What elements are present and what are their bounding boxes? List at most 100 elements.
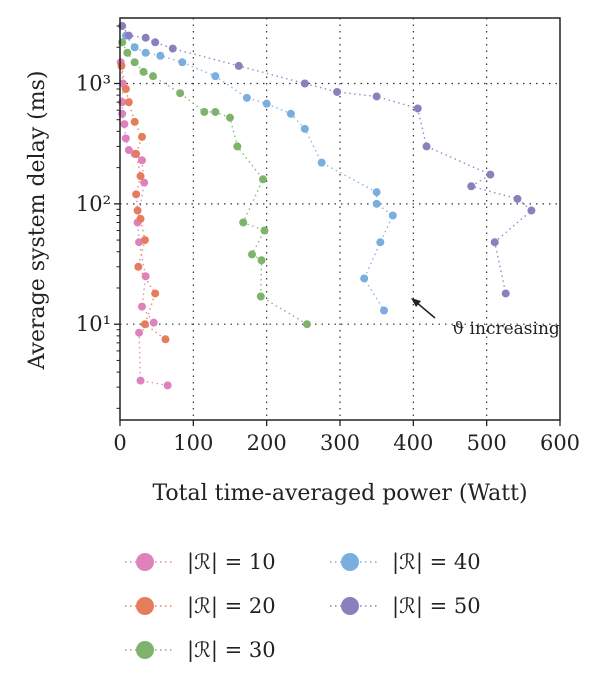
data-point — [130, 58, 139, 67]
data-point — [132, 190, 141, 199]
data-point — [168, 44, 177, 53]
series — [118, 38, 311, 329]
data-point — [226, 113, 234, 122]
data-point — [124, 146, 133, 155]
data-point — [413, 104, 422, 113]
data-point — [151, 289, 160, 298]
data-point — [149, 318, 158, 327]
data-point — [490, 238, 499, 247]
series-line — [121, 25, 533, 294]
legend-label: |ℛ| = 10 — [187, 550, 276, 575]
data-point — [380, 306, 388, 315]
data-point — [317, 158, 326, 167]
annotation-arrow — [415, 301, 436, 319]
plot-frame — [119, 17, 561, 421]
series-line — [121, 41, 308, 325]
data-point — [136, 172, 145, 181]
annotation-text: ϑ increasing — [452, 319, 560, 339]
legend-item: |ℛ| = 50 — [330, 594, 481, 619]
data-point — [139, 67, 148, 76]
data-point — [141, 48, 150, 57]
data-point — [303, 320, 311, 329]
x-tick-label: 100 — [173, 431, 213, 455]
data-point — [140, 236, 149, 245]
y-axis-label: Average system delay (ms) — [25, 71, 50, 371]
annotation: ϑ increasing — [411, 298, 560, 339]
data-point — [138, 156, 146, 165]
x-tick-label: 200 — [247, 431, 287, 455]
data-point — [136, 376, 145, 385]
data-point — [248, 250, 256, 259]
data-point — [260, 226, 269, 235]
y-tick-label: 10¹ — [76, 312, 111, 336]
data-point — [372, 188, 381, 197]
legend-item: |ℛ| = 20 — [125, 594, 276, 619]
data-point — [163, 381, 172, 390]
annotation-arrowhead — [411, 298, 421, 307]
data-point — [527, 206, 536, 215]
data-point — [372, 199, 381, 208]
data-point — [124, 31, 133, 40]
series-line — [125, 35, 394, 311]
data-point — [286, 109, 295, 118]
data-point — [134, 262, 143, 271]
legend-swatch-marker — [341, 553, 359, 571]
data-point — [239, 218, 248, 227]
x-tick-label: 0 — [113, 431, 126, 455]
data-point — [140, 320, 149, 329]
data-point — [262, 99, 271, 108]
x-axis-label: Total time-averaged power (Watt) — [152, 481, 527, 506]
data-point — [135, 328, 144, 337]
series — [118, 22, 536, 298]
data-point — [130, 117, 139, 126]
data-point — [141, 272, 150, 281]
data-point — [300, 79, 309, 88]
legend-label: |ℛ| = 40 — [392, 550, 481, 575]
data-point — [300, 124, 309, 133]
legend-swatch-marker — [136, 553, 154, 571]
data-point — [360, 274, 369, 283]
x-tick-label: 600 — [540, 431, 580, 455]
data-point — [211, 107, 220, 116]
series-layer — [116, 22, 536, 390]
legend-label: |ℛ| = 50 — [392, 594, 481, 619]
data-point — [156, 51, 165, 60]
grid — [120, 18, 560, 420]
data-point — [257, 256, 266, 265]
legend-swatch-marker — [341, 597, 359, 615]
ticks: 0 100 200 300 400 500 600 10¹ 10² 10³ — [76, 25, 580, 455]
data-point — [376, 238, 385, 247]
legend-label: |ℛ| = 30 — [187, 638, 276, 663]
data-point — [388, 211, 397, 220]
series-line — [120, 65, 166, 340]
data-point — [132, 149, 141, 158]
data-point — [151, 38, 160, 47]
data-point — [120, 120, 129, 129]
data-point — [176, 89, 185, 98]
legend: |ℛ| = 10 |ℛ| = 20 |ℛ| = 30 |ℛ| = 40 |ℛ| = 50 — [125, 550, 481, 663]
data-point — [178, 58, 187, 67]
data-point — [124, 98, 133, 107]
data-point — [117, 61, 126, 70]
series — [121, 31, 397, 315]
data-point — [372, 92, 381, 101]
series-line — [120, 62, 168, 387]
data-point — [133, 206, 142, 215]
data-point — [138, 302, 146, 311]
y-tick-label: 10² — [76, 192, 111, 216]
data-point — [422, 142, 431, 151]
legend-item: |ℛ| = 10 — [125, 550, 276, 575]
data-point — [121, 84, 130, 93]
series — [117, 61, 170, 344]
data-point — [242, 93, 251, 102]
x-tick-label: 500 — [467, 431, 507, 455]
data-point — [333, 87, 342, 96]
legend-swatch-marker — [136, 641, 154, 659]
x-tick-label: 400 — [393, 431, 433, 455]
data-point — [501, 289, 510, 298]
data-point — [486, 170, 495, 179]
data-point — [211, 72, 220, 81]
y-tick-label: 10³ — [76, 71, 111, 95]
data-point — [140, 178, 149, 187]
